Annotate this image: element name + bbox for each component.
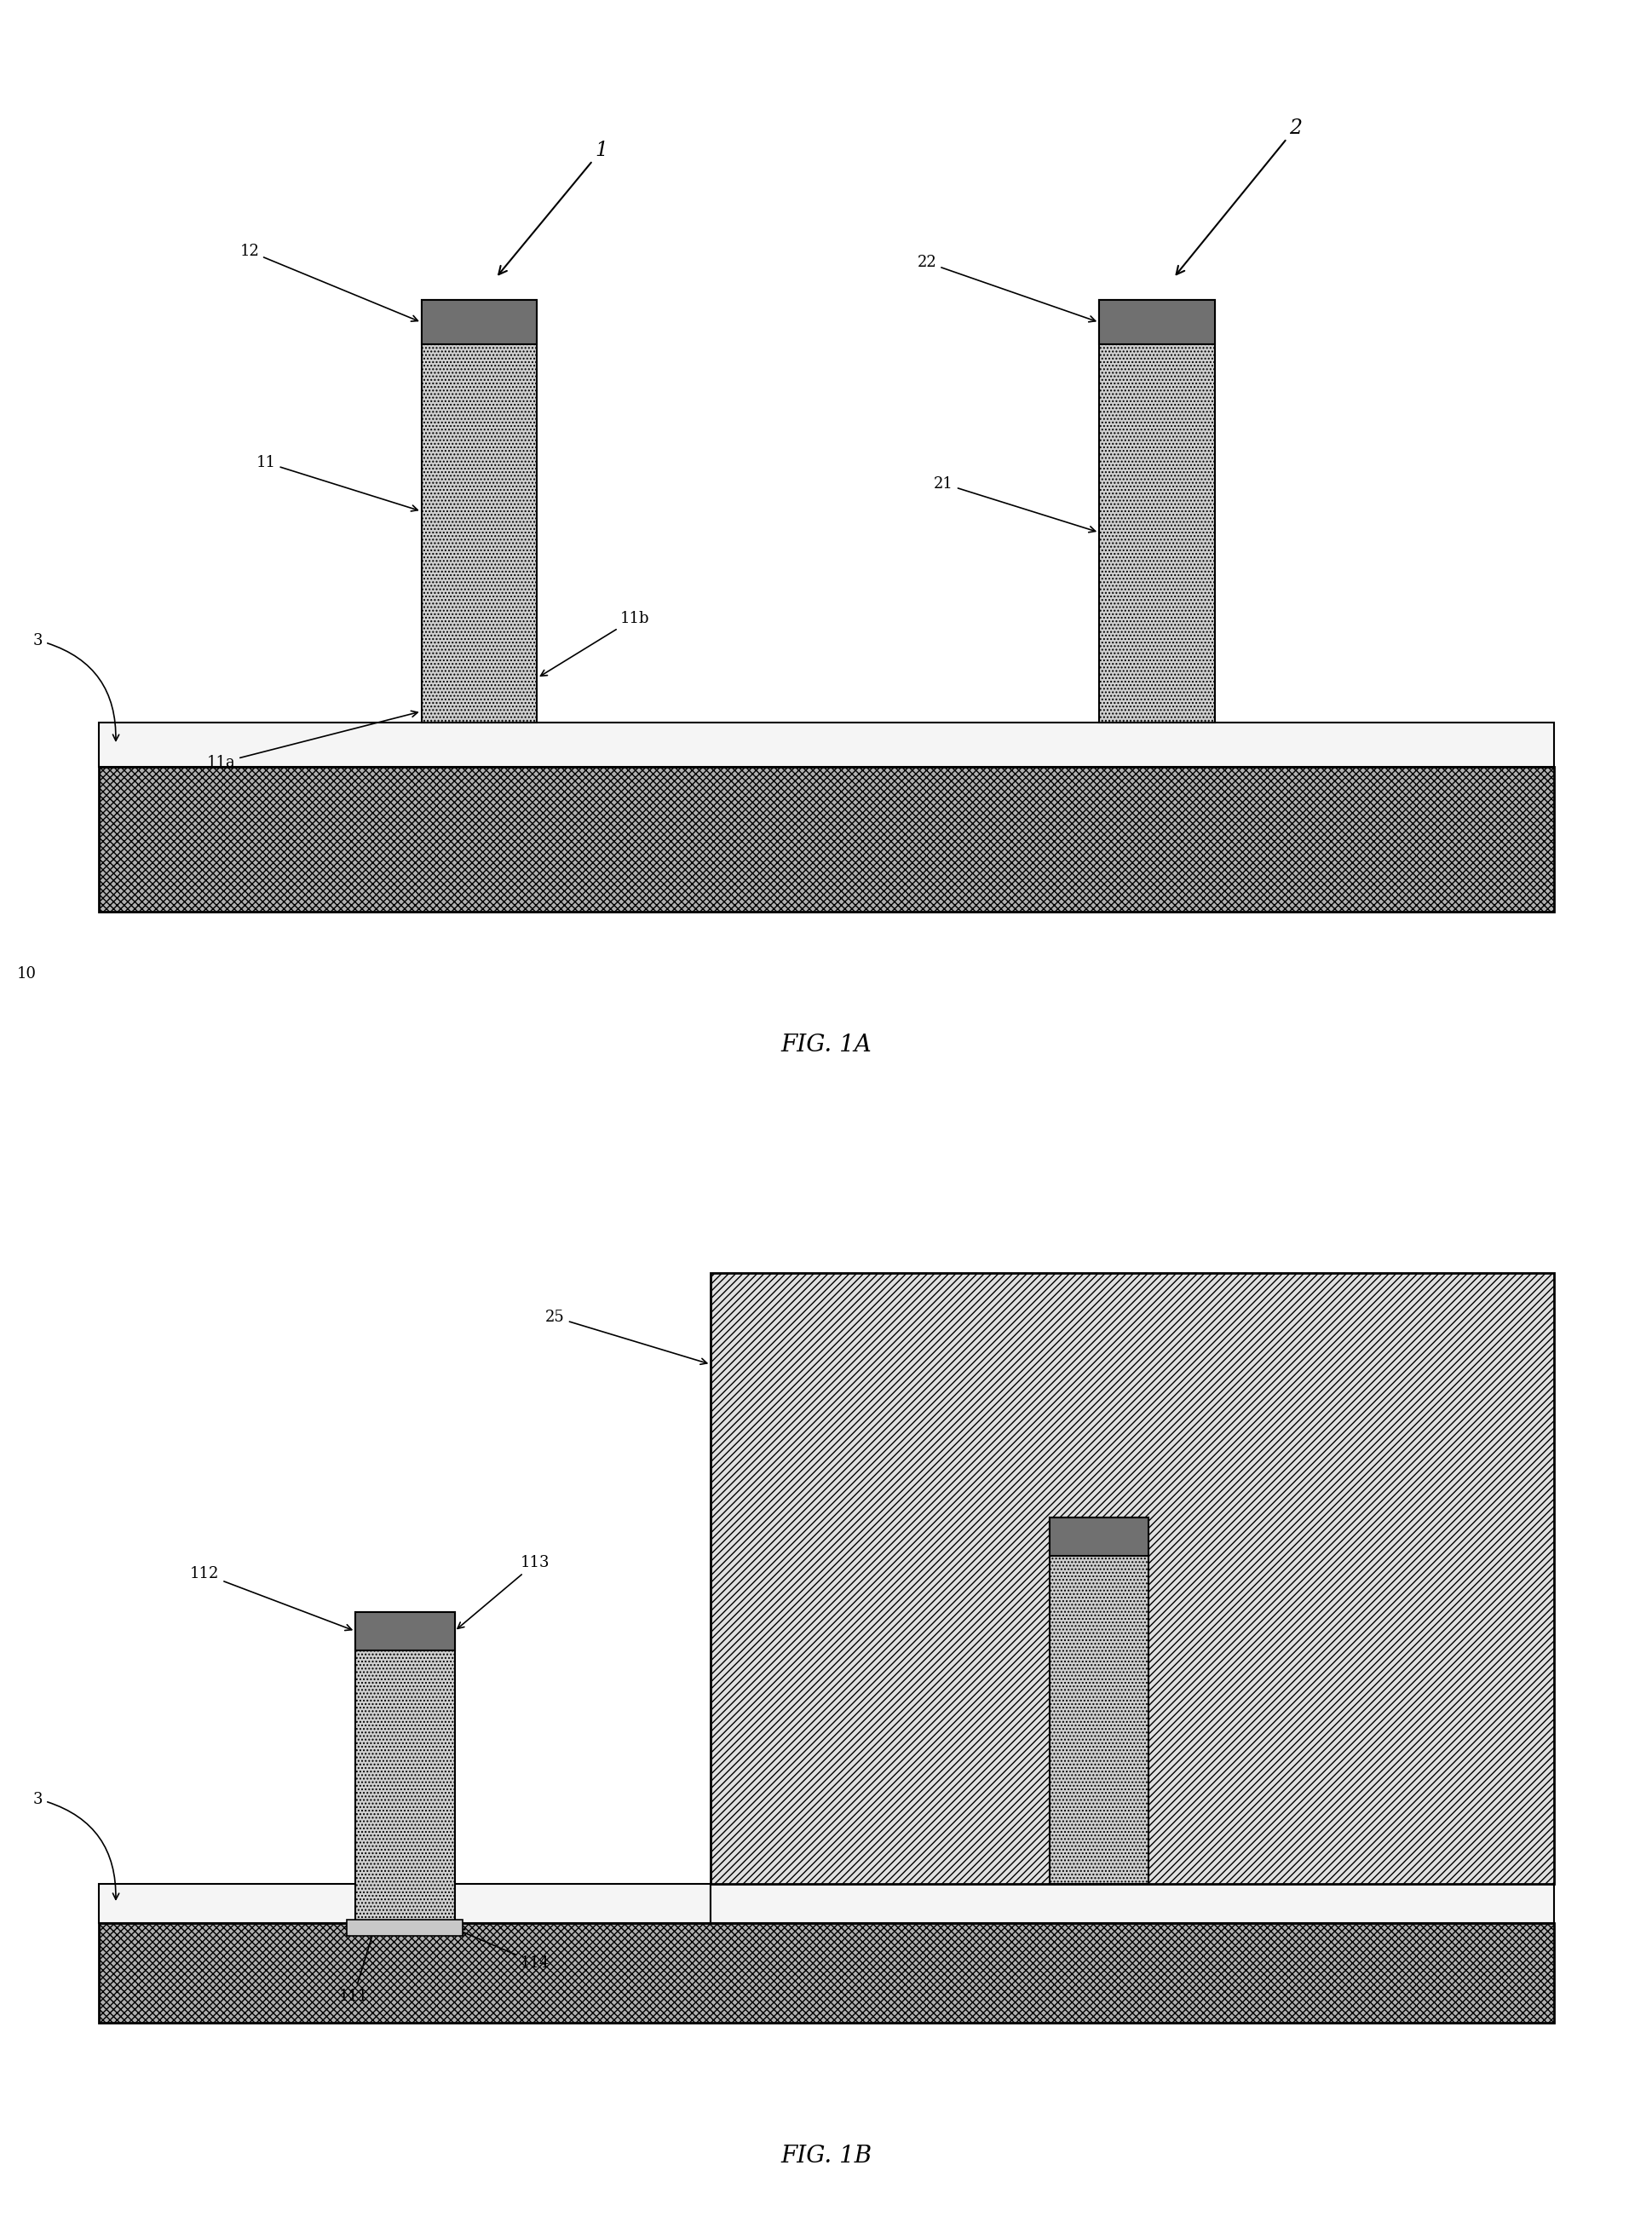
Bar [1099, 300, 1214, 345]
Text: 12: 12 [240, 245, 418, 322]
Bar [99, 767, 1553, 911]
Text: 11b: 11b [540, 611, 649, 676]
Text: 10: 10 [17, 967, 36, 983]
Text: 11a: 11a [206, 711, 418, 771]
Bar [710, 1272, 1553, 1883]
Text: 113: 113 [458, 1556, 550, 1629]
Text: Resist: Resist [1203, 1345, 1262, 1365]
Text: 3: 3 [33, 1792, 119, 1898]
Text: 11: 11 [256, 456, 418, 511]
Text: 2: 2 [1176, 118, 1302, 273]
Text: FIG. 1B: FIG. 1B [780, 2145, 872, 2167]
Text: 22: 22 [917, 256, 1095, 322]
Bar [355, 1612, 454, 1649]
Text: 25: 25 [545, 1309, 707, 1365]
Bar [1099, 300, 1214, 722]
Text: 1: 1 [499, 140, 608, 273]
Text: 114: 114 [458, 1930, 550, 1972]
Text: 112: 112 [190, 1567, 352, 1629]
Bar [355, 1612, 454, 1923]
Bar [347, 1918, 463, 1936]
Bar [421, 300, 537, 722]
Bar [710, 1883, 1553, 1923]
Bar [421, 300, 537, 345]
Bar [99, 1923, 1553, 2023]
Text: 111: 111 [339, 1834, 405, 2005]
Bar [1049, 1516, 1148, 1556]
Bar [99, 722, 1553, 767]
Bar [1049, 1516, 1148, 1883]
Text: 3: 3 [33, 634, 119, 740]
Text: 21: 21 [933, 476, 1095, 531]
Text: FIG. 1A: FIG. 1A [780, 1034, 872, 1056]
Bar [99, 1883, 710, 1923]
